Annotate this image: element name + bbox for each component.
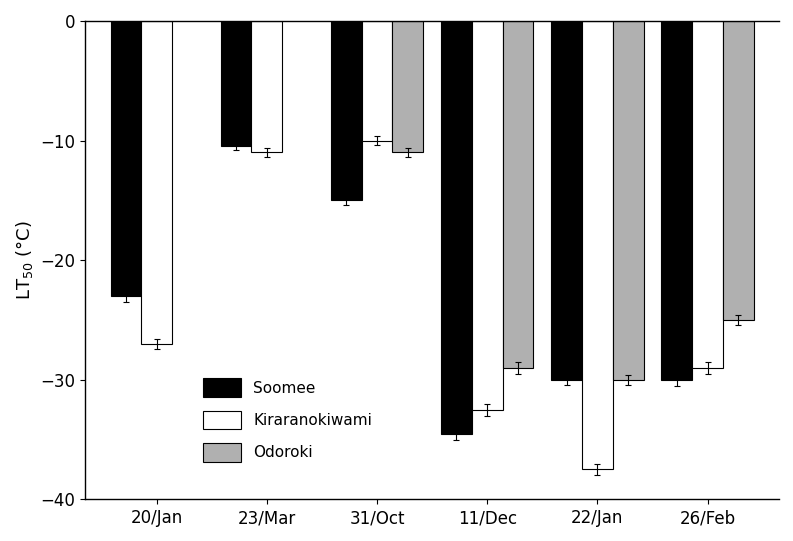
- Bar: [141, 21, 172, 344]
- Bar: [661, 21, 692, 380]
- Bar: [362, 21, 393, 141]
- Bar: [503, 21, 534, 368]
- Legend: Soomee, Kiraranokiwami, Odoroki: Soomee, Kiraranokiwami, Odoroki: [197, 372, 378, 468]
- Bar: [441, 21, 472, 433]
- Y-axis label: LT$_{50}$ (°C): LT$_{50}$ (°C): [14, 220, 35, 300]
- Bar: [251, 21, 282, 153]
- Bar: [723, 21, 754, 320]
- Bar: [613, 21, 644, 380]
- Bar: [551, 21, 582, 380]
- Bar: [472, 21, 503, 410]
- Bar: [393, 21, 423, 153]
- Bar: [331, 21, 362, 200]
- Bar: [582, 21, 613, 470]
- Bar: [220, 21, 251, 147]
- Bar: [692, 21, 723, 368]
- Bar: [110, 21, 141, 296]
